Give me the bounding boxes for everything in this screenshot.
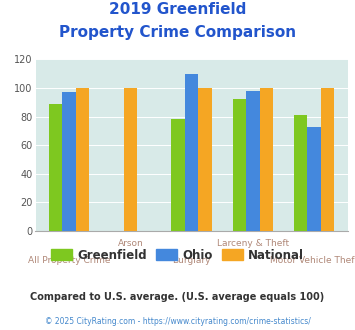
Text: Compared to U.S. average. (U.S. average equals 100): Compared to U.S. average. (U.S. average …: [31, 292, 324, 302]
Bar: [307, 127, 321, 231]
Text: 2019 Greenfield: 2019 Greenfield: [109, 2, 246, 16]
Bar: [294, 115, 307, 231]
Text: Burglary: Burglary: [173, 256, 211, 265]
Text: Property Crime Comparison: Property Crime Comparison: [59, 25, 296, 40]
Bar: [76, 88, 89, 231]
Bar: [321, 88, 334, 231]
Text: Larceny & Theft: Larceny & Theft: [217, 239, 289, 248]
Text: All Property Crime: All Property Crime: [28, 256, 110, 265]
Bar: [124, 88, 137, 231]
Bar: [49, 104, 62, 231]
Text: Arson: Arson: [118, 239, 143, 248]
Bar: [185, 74, 198, 231]
Bar: [171, 119, 185, 231]
Bar: [62, 92, 76, 231]
Bar: [260, 88, 273, 231]
Text: Motor Vehicle Theft: Motor Vehicle Theft: [270, 256, 355, 265]
Bar: [246, 91, 260, 231]
Bar: [198, 88, 212, 231]
Bar: [233, 99, 246, 231]
Legend: Greenfield, Ohio, National: Greenfield, Ohio, National: [47, 244, 308, 266]
Text: © 2025 CityRating.com - https://www.cityrating.com/crime-statistics/: © 2025 CityRating.com - https://www.city…: [45, 317, 310, 326]
